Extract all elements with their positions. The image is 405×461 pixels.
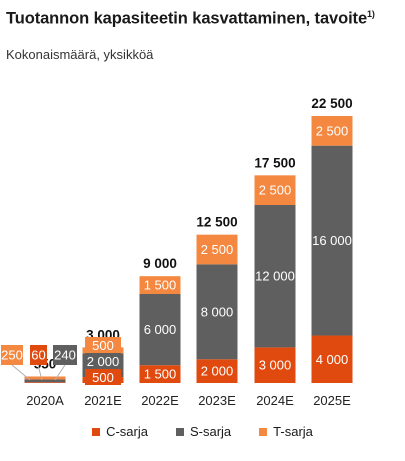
- connector-2020a-s: [54, 364, 66, 381]
- data-label-2023E-t-sarja: 2 500: [201, 242, 234, 257]
- connector-2020a-t: [11, 364, 31, 381]
- x-tick-2021E: 2021E: [84, 393, 122, 408]
- x-tick-2023E: 2023E: [198, 393, 236, 408]
- x-tick-2022E: 2022E: [141, 393, 179, 408]
- legend-swatch-t-sarja: [259, 427, 268, 436]
- legend-swatch-c-sarja: [92, 427, 101, 436]
- bar-2023E-t-sarja: [196, 234, 238, 265]
- legend-label-s-sarja: S-sarja: [189, 424, 232, 439]
- bar-2020A-c-sarja: [24, 382, 66, 383]
- data-label-2023E-c-sarja: 2 000: [201, 364, 234, 379]
- bar-2023E-c-sarja: [196, 359, 238, 383]
- callout-box-2021e-t-sarja: [85, 337, 121, 353]
- bar-2025E-c-sarja: [311, 335, 353, 383]
- legend-label-c-sarja: C-sarja: [106, 424, 148, 439]
- bar-2020A-s-sarja: [24, 379, 66, 383]
- bar-2020A-t-sarja: [24, 376, 66, 380]
- legend-item-t-sarja: T-sarja: [259, 424, 313, 439]
- data-label-2024E-c-sarja: 3 000: [259, 358, 292, 373]
- data-label-2020a-s-sarja: 240: [54, 348, 76, 363]
- title-footnote: 1): [367, 9, 375, 19]
- legend-swatch-s-sarja: [175, 427, 184, 436]
- data-label-2024E-t-sarja: 2 500: [259, 183, 292, 198]
- data-label-2025E-c-sarja: 4 000: [316, 352, 349, 367]
- x-tick-2025E: 2025E: [313, 393, 351, 408]
- data-label-2021e-c-sarja: 500: [92, 370, 114, 385]
- callout-box-2021e-c-sarja: [85, 369, 121, 385]
- data-label-2020a-t-sarja: 250: [1, 348, 23, 363]
- bar-2024E-c-sarja: [254, 347, 296, 383]
- chart-legend: C-sarja S-sarja T-sarja: [0, 424, 405, 439]
- bar-2024E-s-sarja: [254, 205, 296, 348]
- x-tick-2024E: 2024E: [256, 393, 294, 408]
- bar-2025E-s-sarja: [311, 145, 353, 336]
- data-label-2024E-s-sarja: 12 000: [255, 269, 295, 284]
- data-label-2022E-s-sarja: 6 000: [144, 322, 177, 337]
- connector-2020a-c: [37, 364, 43, 381]
- bar-2022E-s-sarja: [139, 294, 181, 366]
- total-label-2023E: 12 500: [196, 215, 237, 230]
- legend-item-c-sarja: C-sarja: [92, 424, 148, 439]
- chart-title: Tuotannon kapasiteetin kasvattaminen, ta…: [6, 9, 375, 28]
- data-label-2022E-t-sarja: 1 500: [144, 278, 177, 293]
- data-label-2025E-t-sarja: 2 500: [316, 123, 349, 138]
- total-label-2022E: 9 000: [143, 256, 177, 271]
- bar-2022E-c-sarja: [139, 365, 181, 383]
- callout-box-2020a-c-sarja: [30, 345, 47, 365]
- total-label-2025E: 22 500: [311, 96, 352, 111]
- total-label-2024E: 17 500: [254, 155, 295, 170]
- bar-2022E-t-sarja: [139, 276, 181, 294]
- legend-label-t-sarja: T-sarja: [273, 424, 313, 439]
- data-label-2023E-s-sarja: 8 000: [201, 304, 234, 319]
- x-tick-2020A: 2020A: [26, 393, 64, 408]
- data-label-2021e-s-sarja: 2 000: [87, 354, 120, 369]
- bar-2023E-s-sarja: [196, 264, 238, 360]
- data-label-2022E-c-sarja: 1 500: [144, 367, 177, 382]
- legend-item-s-sarja: S-sarja: [175, 424, 232, 439]
- chart-subtitle: Kokonaismäärä, yksikköä: [6, 47, 154, 62]
- bar-2024E-t-sarja: [254, 175, 296, 205]
- data-label-2021e-t-sarja: 500: [92, 338, 114, 353]
- data-label-2020a-c-sarja: 60: [31, 348, 45, 363]
- callout-box-2021e-s-sarja: [85, 353, 121, 369]
- callout-box-2020a-s-sarja: [53, 345, 77, 365]
- bar-2025E-t-sarja: [311, 116, 353, 146]
- data-label-2025E-s-sarja: 16 000: [312, 233, 352, 248]
- callout-box-2020a-t-sarja: [1, 345, 23, 365]
